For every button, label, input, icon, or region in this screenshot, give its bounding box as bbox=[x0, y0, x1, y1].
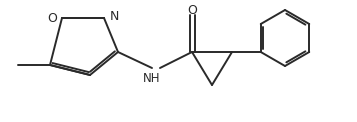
Text: N: N bbox=[110, 10, 119, 22]
Text: NH: NH bbox=[143, 72, 161, 85]
Text: O: O bbox=[187, 5, 197, 17]
Text: O: O bbox=[47, 12, 57, 25]
